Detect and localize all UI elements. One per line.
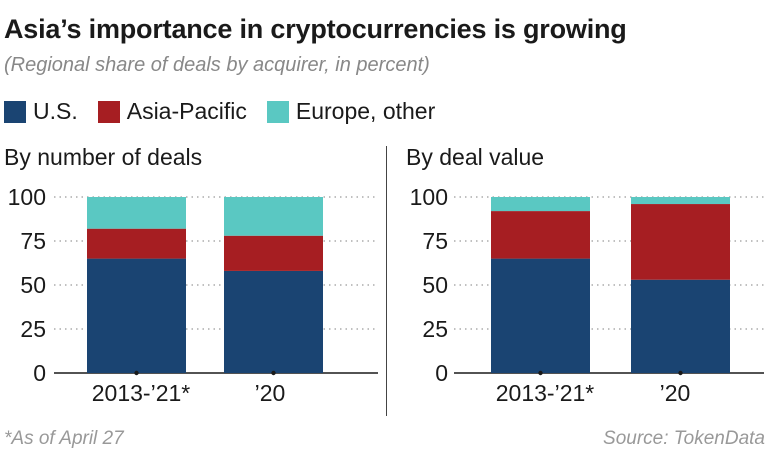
y-tick-label: 100 xyxy=(410,184,448,210)
x-tick-mark xyxy=(134,370,139,376)
chart-title: Asia’s importance in cryptocurrencies is… xyxy=(4,14,627,44)
panel-title-number-of-deals: By number of deals xyxy=(4,144,203,170)
x-tick-mark xyxy=(678,370,683,376)
legend-swatch-asia-pacific xyxy=(97,100,120,123)
y-tick-label: 0 xyxy=(435,360,448,386)
y-tick-label: 75 xyxy=(20,228,46,254)
bar-u-s-2013-21 xyxy=(87,258,186,373)
footnote: *As of April 27 xyxy=(4,428,124,449)
y-tick-label: 25 xyxy=(20,316,46,342)
legend-label-europe-other: Europe, other xyxy=(295,98,436,124)
bar-europe-other-2013-21 xyxy=(87,197,186,229)
x-tick-label: 2013-’21* xyxy=(92,380,191,406)
bar-u-s-2013-21 xyxy=(491,258,590,373)
panel-title-deal-value: By deal value xyxy=(406,144,545,170)
legend: U.S. Asia-Pacific Europe, other xyxy=(4,98,455,125)
x-tick-label: ’20 xyxy=(660,380,691,406)
y-tick-label: 0 xyxy=(33,360,46,386)
y-tick-label: 100 xyxy=(8,184,46,210)
bar-europe-other-20 xyxy=(224,197,323,236)
bar-asia-pacific-2013-21 xyxy=(491,211,590,259)
legend-item-europe-other: Europe, other xyxy=(266,98,436,125)
bar-asia-pacific-20 xyxy=(631,204,730,280)
bar-asia-pacific-2013-21 xyxy=(87,228,186,259)
legend-item-us: U.S. xyxy=(4,98,78,125)
legend-item-asia-pacific: Asia-Pacific xyxy=(97,98,247,125)
legend-swatch-us xyxy=(4,100,26,123)
bar-asia-pacific-20 xyxy=(224,235,323,271)
legend-label-asia-pacific: Asia-Pacific xyxy=(126,98,247,124)
chart-subtitle: (Regional share of deals by acquirer, in… xyxy=(4,54,430,76)
legend-label-us: U.S. xyxy=(33,98,78,124)
legend-swatch-europe-other xyxy=(266,100,289,123)
y-tick-label: 25 xyxy=(422,316,448,342)
panel-divider xyxy=(386,146,387,416)
y-tick-label: 50 xyxy=(20,272,46,298)
x-tick-label: 2013-’21* xyxy=(496,380,595,406)
x-tick-mark xyxy=(271,370,276,376)
source-note: Source: TokenData xyxy=(603,428,765,449)
y-tick-label: 75 xyxy=(422,228,448,254)
bar-u-s-20 xyxy=(224,270,323,373)
x-tick-mark xyxy=(538,370,543,376)
y-tick-label: 50 xyxy=(422,272,448,298)
x-tick-label: ’20 xyxy=(255,380,286,406)
bar-u-s-20 xyxy=(631,279,730,373)
bar-europe-other-2013-21 xyxy=(491,197,590,212)
bar-europe-other-20 xyxy=(631,197,730,205)
